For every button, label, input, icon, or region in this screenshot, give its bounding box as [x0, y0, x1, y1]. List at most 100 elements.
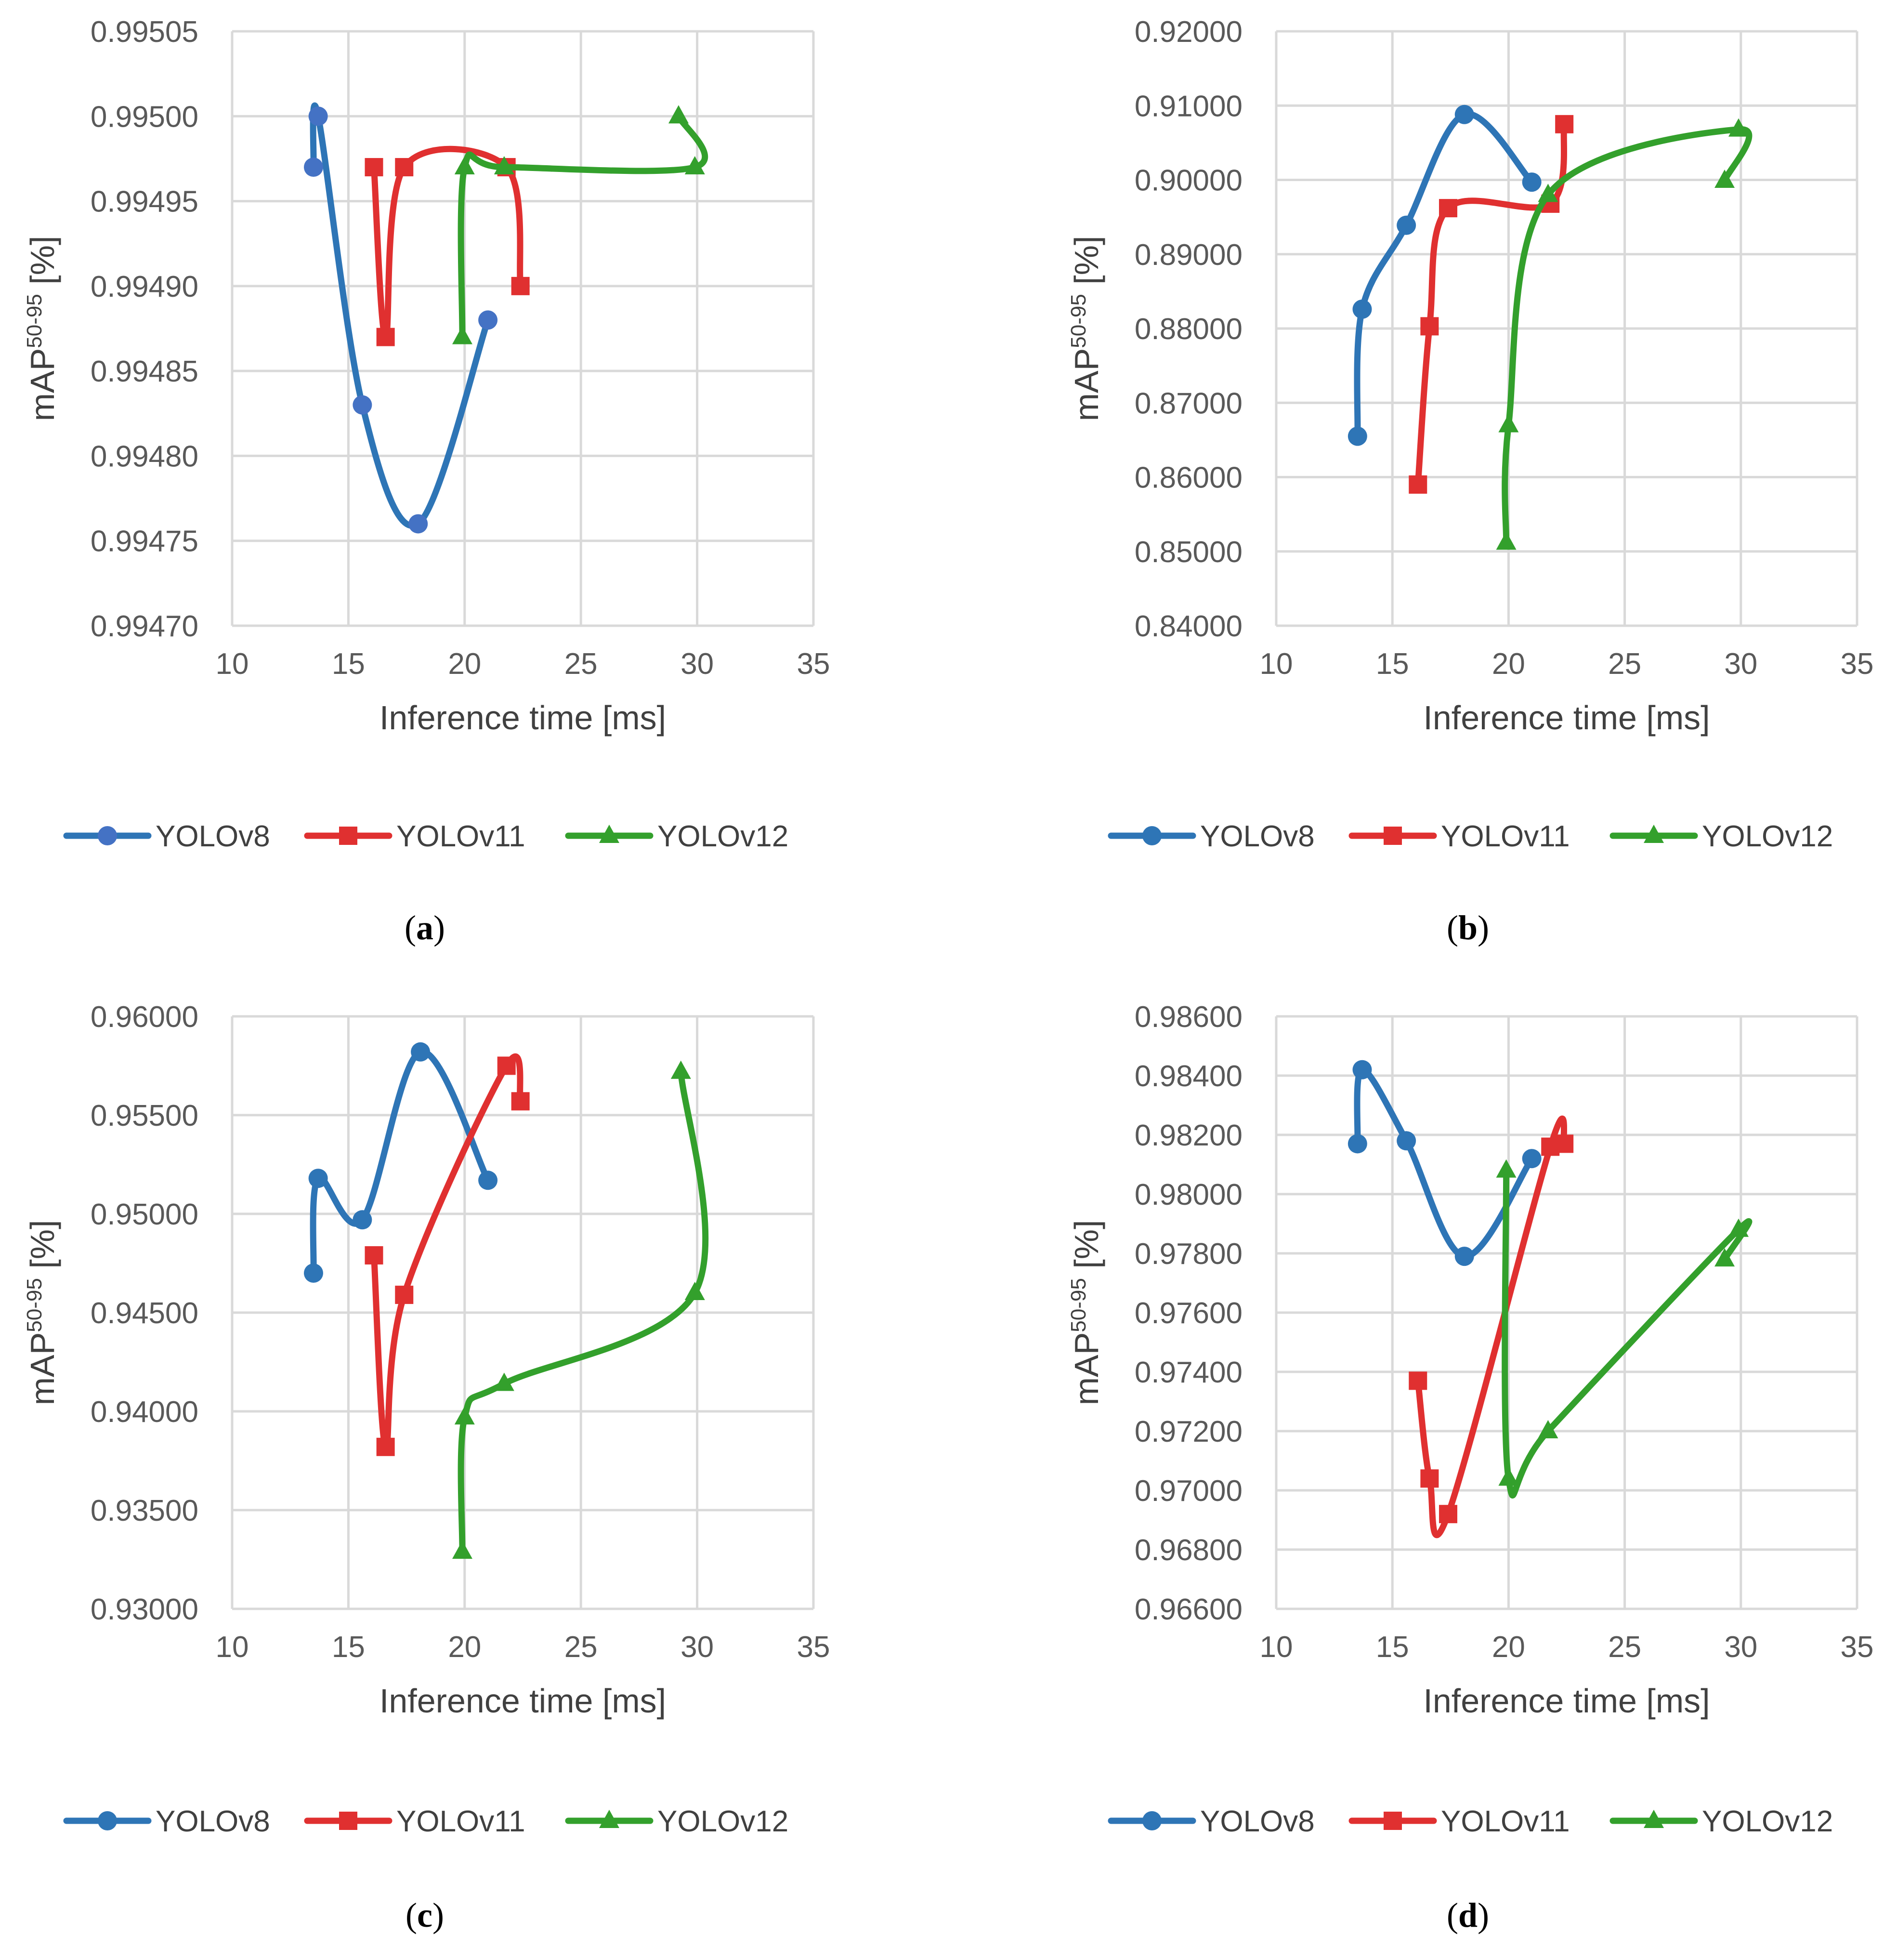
- y-axis-title-main-d: mAP: [1068, 1332, 1105, 1406]
- legend-marker-yolov12-c: [599, 1810, 619, 1828]
- legend-label-yolov12-a: YOLOv12: [657, 820, 788, 853]
- data-point-yolov8-d-4: [1522, 1149, 1542, 1169]
- legend-item-yolov11-c: YOLOv11: [304, 1805, 525, 1838]
- data-point-yolov11-b-2: [1439, 199, 1457, 218]
- x-tick-label-d-5: 35: [1841, 1631, 1874, 1664]
- series-line-yolov11-d: [1414, 1115, 1568, 1539]
- data-point-yolov12-b-0: [1496, 531, 1517, 550]
- series-line-yolov11-a: [371, 145, 524, 341]
- data-point-yolov8-b-2: [1397, 215, 1416, 235]
- data-point-yolov8-d-2: [1397, 1131, 1416, 1151]
- data-point-yolov8-d-0: [1348, 1134, 1367, 1154]
- y-tick-label-d-10: 0.96600: [1135, 1593, 1243, 1626]
- y-tick-label-a-4: 0.99485: [91, 355, 198, 388]
- chart-panel-a: 0.99505 0.99500 0.99495 0.99490 0.99485 0.994…: [23, 15, 830, 947]
- data-point-yolov8-c-2: [353, 1210, 372, 1230]
- x-tick-label-a-4: 30: [680, 647, 714, 681]
- series-line-yolov8-b: [1354, 111, 1535, 440]
- legend-marker-yolov12-b: [1644, 825, 1664, 843]
- legend-item-yolov11-d: YOLOv11: [1348, 1805, 1570, 1838]
- legend-label-yolov8-b: YOLOv8: [1200, 820, 1315, 853]
- data-point-yolov11-a-0: [365, 158, 383, 177]
- data-point-yolov8-c-4: [478, 1171, 498, 1190]
- x-tick-label-a-2: 20: [448, 647, 481, 681]
- data-point-yolov12-a-4: [668, 105, 689, 124]
- legend-marker-yolov8-d: [1142, 1811, 1162, 1830]
- y-tick-label-b-2: 0.90000: [1135, 164, 1243, 197]
- y-axis-title-unit-c: [%]: [24, 1220, 61, 1278]
- legend-item-yolov11-b: YOLOv11: [1348, 820, 1570, 853]
- x-tick-label-c-1: 15: [332, 1631, 365, 1664]
- chart-panel-b: 0.92000 0.91000 0.90000 0.89000 0.88000 0.870…: [1067, 15, 1873, 947]
- data-point-yolov11-a-2: [395, 158, 414, 177]
- legend-marker-yolov8-c: [98, 1811, 117, 1830]
- legend-item-yolov8-c: YOLOv8: [63, 1805, 270, 1838]
- panel-label-letter-c: c: [417, 1896, 432, 1934]
- y-tick-label-b-8: 0.84000: [1135, 610, 1243, 643]
- x-tick-label-b-2: 20: [1492, 647, 1525, 681]
- x-tick-label-b-4: 30: [1724, 647, 1757, 681]
- y-axis-title-sup-a: 50-95: [23, 294, 46, 348]
- x-tick-label-b-1: 15: [1376, 647, 1409, 681]
- y-tick-label-d-3: 0.98000: [1135, 1178, 1243, 1211]
- x-axis-title-b: Inference time [ms]: [1423, 699, 1710, 737]
- panel-label-open-b: (: [1447, 908, 1458, 947]
- panel-label-close-a: ): [433, 908, 445, 947]
- panel-label-a: (a): [405, 908, 445, 947]
- legend-label-yolov8-a: YOLOv8: [156, 820, 270, 853]
- data-point-yolov12-d-0: [1496, 1159, 1517, 1178]
- y-axis-title-d: mAP50-95 [%]: [1067, 1220, 1105, 1406]
- legend-label-yolov12-b: YOLOv12: [1702, 820, 1833, 853]
- panel-label-letter-d: d: [1458, 1896, 1478, 1934]
- legend-label-yolov11-b: YOLOv11: [1441, 820, 1570, 853]
- data-point-yolov8-b-1: [1352, 299, 1372, 319]
- data-point-yolov12-b-2: [1538, 184, 1558, 202]
- y-tick-label-d-4: 0.97800: [1135, 1237, 1243, 1271]
- y-axis-title-main-c: mAP: [24, 1332, 61, 1406]
- legend-marker-yolov8-b: [1142, 826, 1162, 845]
- legend-label-yolov11-c: YOLOv11: [396, 1805, 525, 1838]
- data-point-yolov11-b-4: [1555, 115, 1574, 133]
- legend-item-yolov12-b: YOLOv12: [1609, 820, 1833, 853]
- x-axis-title-a: Inference time [ms]: [379, 699, 666, 737]
- y-tick-label-c-0: 0.96000: [91, 1000, 198, 1034]
- x-tick-label-d-0: 10: [1260, 1631, 1293, 1664]
- y-tick-label-b-6: 0.86000: [1135, 461, 1243, 495]
- data-point-yolov8-c-0: [303, 1263, 323, 1283]
- panel-label-close-c: ): [432, 1896, 444, 1934]
- x-tick-label-c-0: 10: [216, 1631, 249, 1664]
- legend-item-yolov12-c: YOLOv12: [565, 1805, 788, 1838]
- y-tick-label-d-9: 0.96800: [1135, 1534, 1243, 1567]
- data-point-yolov11-d-2: [1439, 1505, 1457, 1524]
- panel-label-b: (b): [1447, 908, 1489, 947]
- legend-item-yolov8-d: YOLOv8: [1108, 1805, 1315, 1838]
- y-tick-label-a-7: 0.99470: [91, 610, 198, 643]
- data-point-yolov11-d-4: [1555, 1134, 1574, 1153]
- x-tick-label-d-2: 20: [1492, 1631, 1525, 1664]
- panel-label-c: (c): [406, 1896, 444, 1934]
- panel-label-close-b: ): [1478, 908, 1489, 947]
- y-tick-label-c-5: 0.93500: [91, 1494, 198, 1527]
- data-point-yolov11-b-0: [1409, 475, 1427, 494]
- data-point-yolov12-b-4: [1714, 170, 1735, 188]
- data-point-yolov8-a-0: [303, 158, 323, 177]
- legend-marker-yolov11-d: [1384, 1812, 1402, 1830]
- data-point-yolov12-c-3: [684, 1282, 705, 1300]
- legend-item-yolov12-d: YOLOv12: [1609, 1805, 1833, 1838]
- legend-label-yolov8-c: YOLOv8: [156, 1805, 270, 1838]
- x-tick-label-c-5: 35: [797, 1631, 830, 1664]
- data-point-yolov12-c-0: [452, 1540, 472, 1559]
- data-point-yolov12-c-4: [670, 1060, 691, 1079]
- panel-label-close-d: ): [1478, 1896, 1489, 1934]
- y-tick-label-c-3: 0.94500: [91, 1297, 198, 1330]
- x-tick-label-d-3: 25: [1608, 1631, 1641, 1664]
- legend-marker-yolov11-b: [1384, 827, 1402, 845]
- legend-label-yolov11-d: YOLOv11: [1441, 1805, 1570, 1838]
- data-point-yolov8-c-3: [411, 1042, 431, 1062]
- legend-marker-yolov12-a: [599, 825, 619, 843]
- panel-label-open-c: (: [406, 1896, 417, 1934]
- y-tick-label-b-4: 0.88000: [1135, 313, 1243, 346]
- data-point-yolov12-c-1: [454, 1406, 475, 1425]
- data-point-yolov11-c-1: [376, 1437, 395, 1456]
- x-tick-label-c-2: 20: [448, 1631, 481, 1664]
